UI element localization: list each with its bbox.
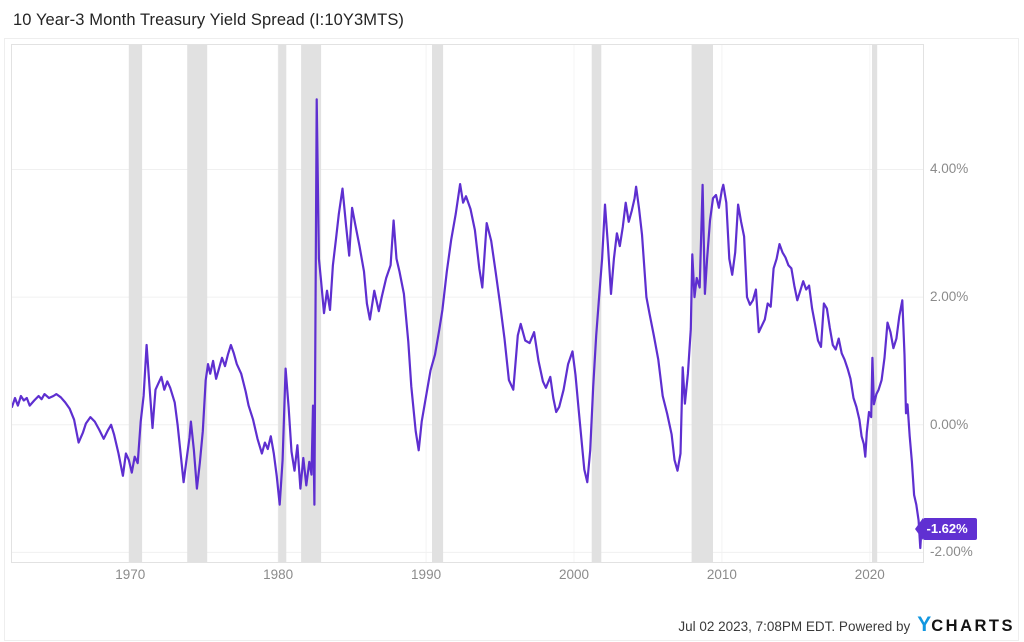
x-axis-label: 2020	[854, 567, 885, 582]
recession-band	[128, 45, 143, 562]
y-axis-label: 0.00%	[930, 416, 969, 432]
y-axis-label: -2.00%	[930, 544, 973, 560]
latest-value-label: -1.62%	[926, 521, 968, 537]
recession-band	[691, 45, 713, 562]
x-axis-label: 2000	[558, 567, 589, 582]
ycharts-logo-y-icon: Y	[917, 613, 932, 636]
latest-value-badge: -1.62%	[914, 518, 977, 541]
ycharts-logo-charts: CHARTS	[931, 617, 1015, 635]
y-axis-label: 4.00%	[930, 161, 969, 177]
recession-band	[872, 45, 878, 562]
footer: Jul 02 2023, 7:08PM EDT. Powered by Y CHA…	[678, 613, 1015, 637]
ycharts-logo[interactable]: Y CHARTS	[917, 613, 1015, 637]
recession-band	[591, 45, 602, 562]
y-axis-label: 2.00%	[930, 289, 969, 305]
recession-band	[278, 45, 287, 562]
chart-title: 10 Year-3 Month Treasury Yield Spread (I…	[13, 11, 405, 29]
spread-line-chart	[12, 45, 923, 562]
recession-band	[432, 45, 444, 562]
footer-timestamp: Jul 02 2023, 7:08PM EDT. Powered by	[678, 619, 911, 634]
x-axis-label: 1980	[263, 567, 294, 582]
x-axis-label: 2010	[706, 567, 737, 582]
x-axis-label: 1970	[115, 567, 146, 582]
spread-series-line	[12, 98, 923, 550]
plot-area[interactable]	[11, 44, 924, 563]
x-axis-label: 1990	[411, 567, 442, 582]
